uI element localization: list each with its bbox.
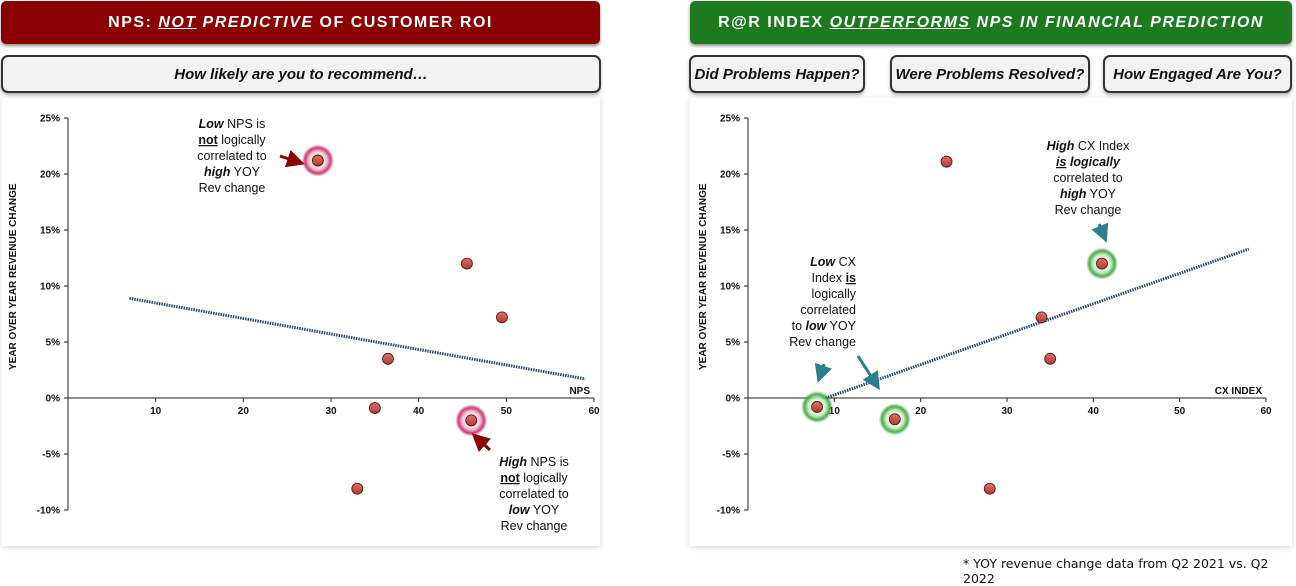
- x-axis-label: CX INDEX: [1215, 386, 1263, 397]
- footnote: * YOY revenue change data from Q2 2021 v…: [963, 556, 1269, 586]
- y-tick-label: 25%: [720, 114, 740, 125]
- annotation-high-cx: High CX Index is logically correlated to…: [1047, 139, 1130, 217]
- y-tick-label: 10%: [40, 282, 60, 293]
- y-tick-label: 20%: [40, 170, 60, 181]
- data-point: [1035, 311, 1048, 324]
- y-tick-label: 15%: [40, 226, 60, 237]
- y-tick-label: -5%: [42, 450, 60, 461]
- svg-text:to low YOY: to low YOY: [792, 319, 857, 333]
- x-tick-label: 40: [413, 406, 425, 417]
- x-tick-label: 20: [915, 406, 927, 417]
- data-point: [460, 257, 473, 270]
- y-tick-label: 0%: [726, 394, 741, 405]
- right-question-pill-1: Did Problems Happen?: [689, 55, 865, 93]
- right-banner-part2: OUTPERFORMS: [829, 13, 971, 31]
- right-banner-part1: R@R INDEX: [718, 13, 830, 31]
- annotation-high-nps: High NPS is not logically correlated to …: [499, 455, 569, 533]
- x-tick-label: 30: [325, 406, 337, 417]
- x-tick-label: 50: [1174, 406, 1186, 417]
- y-tick-label: 5%: [46, 338, 61, 349]
- x-tick-label: 60: [588, 406, 600, 417]
- data-point: [888, 413, 901, 426]
- arrow-to-low-cx-1: [814, 362, 832, 383]
- x-tick-label: 20: [238, 406, 250, 417]
- svg-text:is logically: is logically: [1056, 155, 1121, 169]
- data-point: [496, 311, 508, 324]
- y-tick-label: 15%: [720, 226, 740, 237]
- x-tick-label: 40: [1088, 406, 1100, 417]
- data-point: [382, 352, 394, 365]
- trendline: [129, 296, 586, 381]
- arrow-to-low-nps: [279, 150, 305, 168]
- svg-text:Low CX: Low CX: [810, 255, 857, 269]
- right-chart-panel: YEAR OVER YEAR REVENUE CHANGE 25% 20% 15% 1…: [690, 98, 1292, 546]
- x-tick-label: 50: [501, 406, 513, 417]
- trendline: [825, 247, 1250, 400]
- data-point: [811, 401, 823, 413]
- x-tick-label: 10: [150, 406, 162, 417]
- annotation-low-nps: Low NPS is not logically correlated to h…: [197, 117, 267, 195]
- arrow-to-high-nps: [471, 433, 492, 452]
- arrow-to-high-cx: [1091, 222, 1109, 243]
- x-tick-label: 10: [829, 406, 841, 417]
- svg-text:Rev change: Rev change: [789, 335, 856, 349]
- data-point: [1096, 257, 1108, 270]
- data-point: [983, 482, 996, 495]
- svg-text:Rev change: Rev change: [501, 519, 568, 533]
- svg-text:Low NPS is: Low NPS is: [199, 117, 266, 131]
- svg-text:High NPS is: High NPS is: [499, 455, 568, 469]
- x-axis-label: NPS: [569, 386, 590, 397]
- x-tick-label: 60: [1260, 406, 1272, 417]
- y-tick-label: -10%: [717, 506, 740, 517]
- left-banner-part3: PREDICTIVE: [196, 13, 314, 31]
- right-question-pill-2: Were Problems Resolved?: [890, 55, 1090, 93]
- right-banner-part3: NPS IN FINANCIAL PREDICTION: [970, 13, 1264, 31]
- data-point: [311, 154, 324, 167]
- data-point: [465, 414, 478, 427]
- cx-index-scatter-chart: YEAR OVER YEAR REVENUE CHANGE 25% 20% 15% 1…: [698, 114, 1272, 517]
- data-point: [351, 482, 364, 495]
- svg-text:logically: logically: [812, 287, 857, 301]
- svg-text:Rev change: Rev change: [1055, 203, 1122, 217]
- svg-text:correlated to: correlated to: [1053, 171, 1123, 185]
- svg-text:high YOY: high YOY: [1060, 187, 1117, 201]
- svg-text:not logically: not logically: [500, 471, 568, 485]
- y-tick-label: 0%: [46, 394, 61, 405]
- nps-scatter-chart: YEAR OVER YEAR REVENUE CHANGE 25% 20% 15% 1…: [8, 114, 600, 534]
- svg-text:high YOY: high YOY: [204, 165, 261, 179]
- svg-text:correlated: correlated: [800, 303, 856, 317]
- data-point: [1044, 352, 1057, 365]
- y-tick-label: 25%: [40, 114, 60, 125]
- svg-text:Rev change: Rev change: [199, 181, 266, 195]
- left-banner-part2: NOT: [158, 13, 197, 31]
- svg-text:High CX Index: High CX Index: [1047, 139, 1130, 153]
- annotation-low-cx: Low CX Index is logically correlated to …: [789, 255, 856, 349]
- y-tick-label: -10%: [37, 506, 60, 517]
- left-question-pill: How likely are you to recommend…: [1, 55, 601, 93]
- svg-text:correlated to: correlated to: [197, 149, 267, 163]
- y-axis-label: YEAR OVER YEAR REVENUE CHANGE: [8, 183, 19, 370]
- left-banner-part4: OF CUSTOMER ROI: [313, 13, 493, 31]
- svg-text:Index is: Index is: [812, 271, 857, 285]
- svg-text:low YOY: low YOY: [509, 503, 560, 517]
- arrow-to-low-cx-2: [856, 355, 880, 391]
- data-point: [368, 402, 381, 414]
- right-banner: R@R INDEX OUTPERFORMS NPS IN FINANCIAL P…: [690, 1, 1292, 44]
- y-tick-label: 10%: [720, 282, 740, 293]
- x-tick-label: 30: [1001, 406, 1013, 417]
- right-question-pill-3: How Engaged Are You?: [1103, 55, 1292, 93]
- y-axis-label: YEAR OVER YEAR REVENUE CHANGE: [698, 183, 709, 370]
- y-tick-label: 5%: [726, 338, 741, 349]
- left-banner: NPS: NOT PREDICTIVE OF CUSTOMER ROI: [1, 1, 600, 44]
- left-banner-part1: NPS:: [108, 13, 159, 31]
- left-chart-panel: YEAR OVER YEAR REVENUE CHANGE 25% 20% 15% 1…: [2, 98, 600, 546]
- y-tick-label: 20%: [720, 170, 740, 181]
- y-tick-label: -5%: [722, 450, 740, 461]
- svg-text:correlated to: correlated to: [499, 487, 569, 501]
- data-point: [940, 155, 953, 168]
- svg-text:not logically: not logically: [198, 133, 266, 147]
